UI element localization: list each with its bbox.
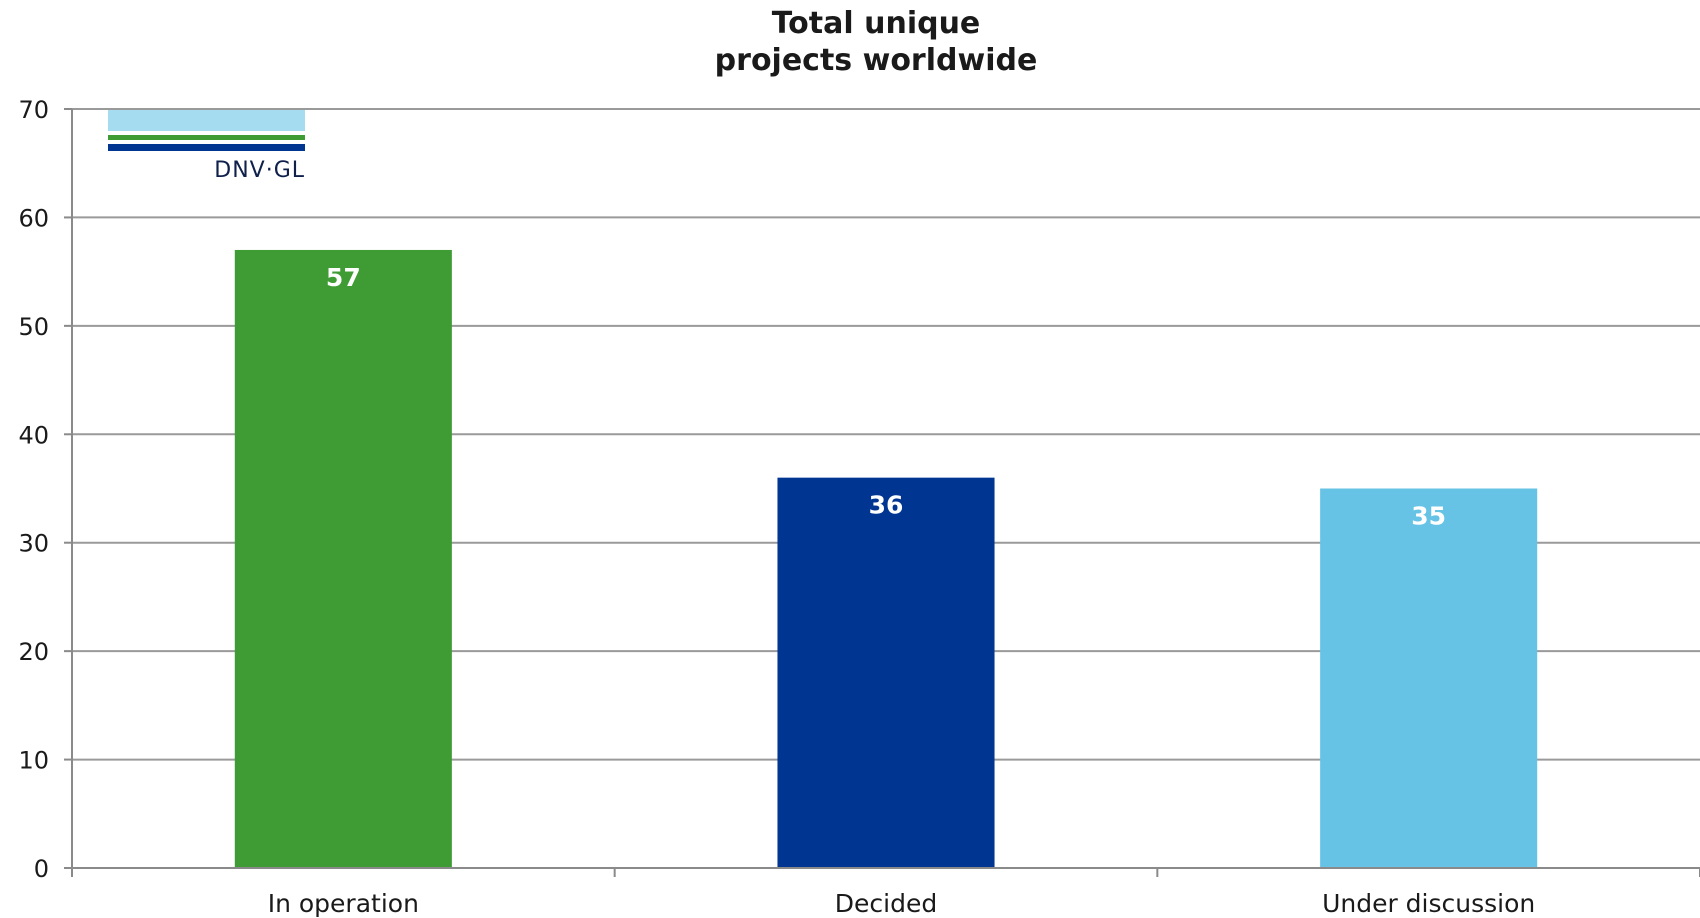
y-tick-label: 30 (18, 530, 49, 558)
bar (777, 477, 995, 868)
x-category-label: In operation (268, 889, 419, 918)
x-category-label: Decided (835, 889, 937, 918)
y-tick-label: 40 (18, 421, 49, 449)
chart-title-line-1: Total unique (772, 6, 981, 41)
y-tick-label: 70 (18, 96, 49, 124)
logo-text: DNV·GL (214, 158, 305, 183)
bar (234, 249, 452, 868)
chart-title: Total unique projects worldwide (715, 6, 1038, 78)
y-axis: 0 10 20 30 40 50 60 70 (18, 96, 73, 883)
logo-blue-stripe (108, 144, 305, 151)
x-category-label: Under discussion (1322, 889, 1535, 918)
bar-value-label: 36 (869, 491, 904, 520)
y-tick-label: 50 (18, 313, 49, 341)
y-tick-label: 0 (34, 855, 49, 883)
y-tick-label: 10 (18, 747, 49, 775)
bars: 57 36 35 (234, 249, 1538, 868)
chart-title-line-2: projects worldwide (715, 43, 1038, 78)
logo-light-band (108, 110, 305, 131)
dnv-gl-logo: DNV·GL (108, 110, 305, 183)
y-tick-label: 20 (18, 638, 49, 666)
y-tick-label: 60 (18, 204, 49, 232)
bar (1320, 488, 1538, 868)
x-axis: In operation Decided Under discussion (64, 867, 1700, 918)
bar-value-label: 57 (326, 263, 361, 292)
bar-value-label: 35 (1411, 502, 1446, 531)
logo-green-stripe (108, 135, 305, 140)
